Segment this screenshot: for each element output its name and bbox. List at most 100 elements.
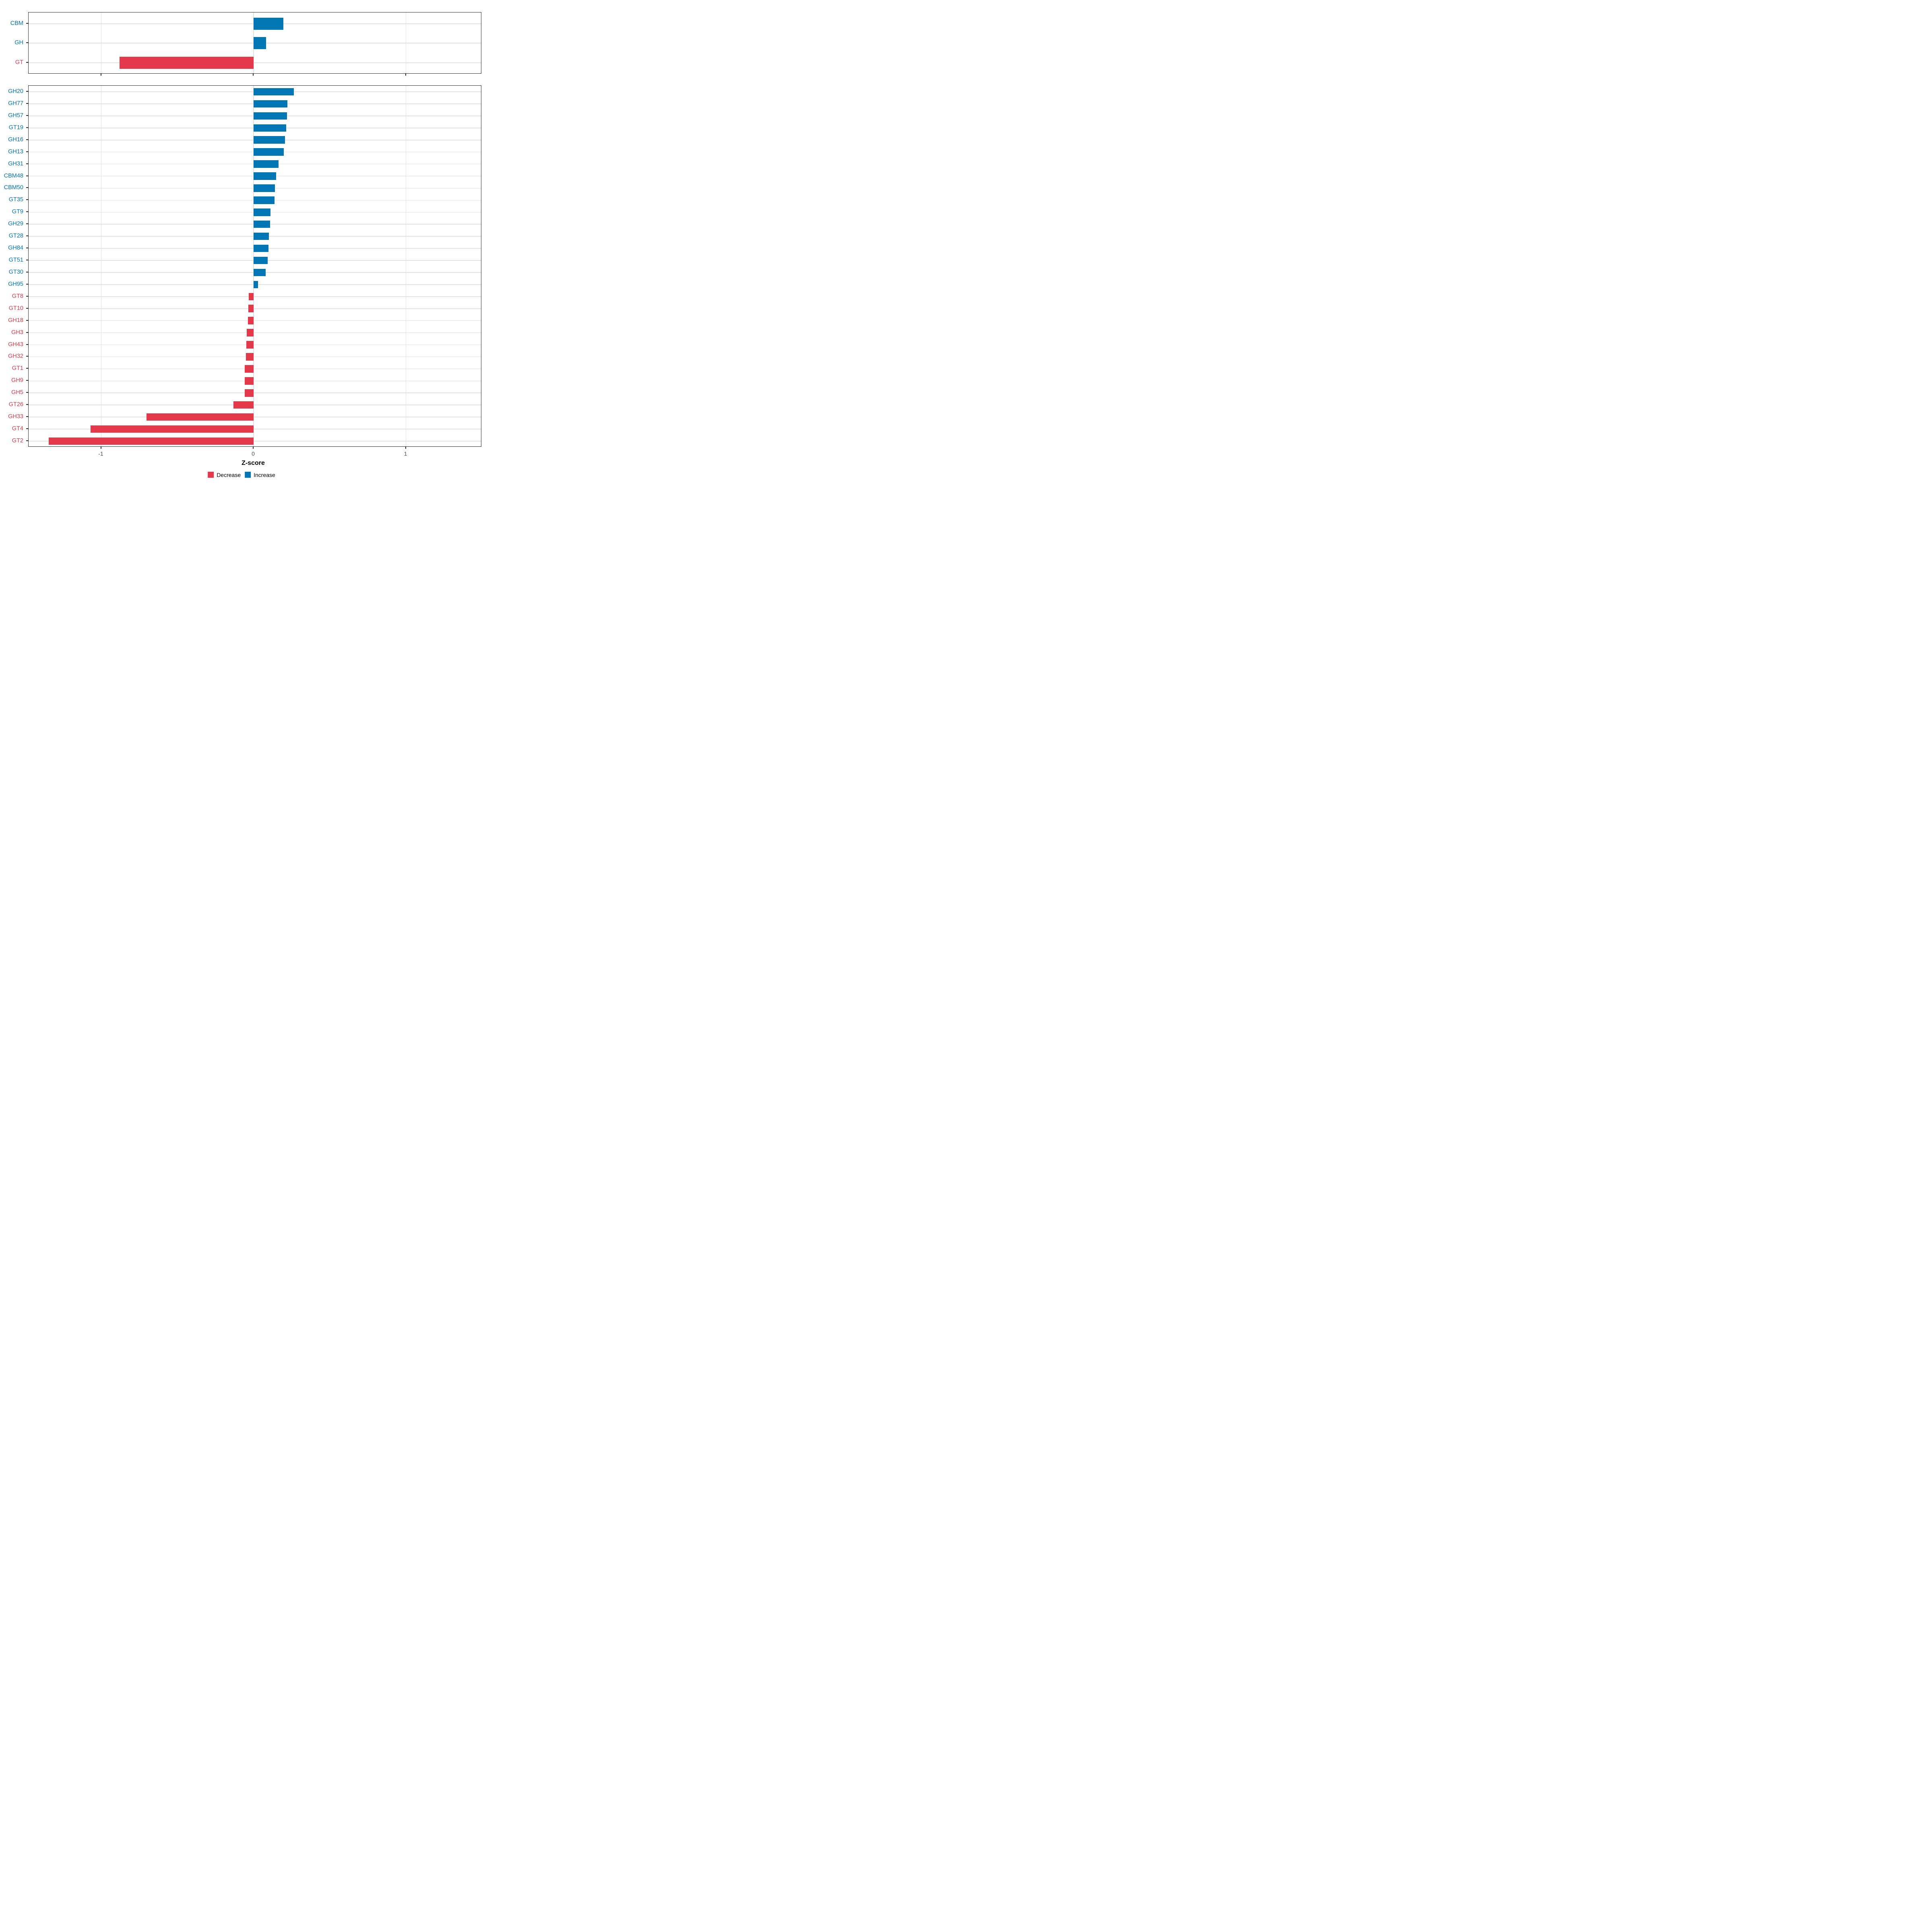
category-label-gt51: GT51 xyxy=(8,256,23,263)
bar-gt51 xyxy=(254,256,268,264)
y-tick-mark xyxy=(26,23,28,24)
legend: Decrease Increase xyxy=(208,472,275,478)
category-label-gh9: GH9 xyxy=(11,377,23,384)
category-label-gh95: GH95 xyxy=(8,281,23,287)
row-gridline xyxy=(29,308,481,309)
x-tick-mark xyxy=(253,447,254,449)
bar-cbm48 xyxy=(254,172,277,180)
bar-gh31 xyxy=(254,160,279,168)
y-tick-mark xyxy=(26,199,28,200)
y-tick-mark xyxy=(26,223,28,225)
category-label-gh33: GH33 xyxy=(8,413,23,420)
bar-gt28 xyxy=(254,232,269,240)
row-gridline xyxy=(29,441,481,442)
category-label-gt4: GT4 xyxy=(12,425,23,432)
y-tick-mark xyxy=(26,295,28,297)
bar-gt35 xyxy=(254,196,275,204)
category-label-gh18: GH18 xyxy=(8,317,23,324)
y-tick-mark xyxy=(26,103,28,104)
bar-gt4 xyxy=(91,425,254,433)
y-tick-mark xyxy=(26,91,28,92)
category-label-gh57: GH57 xyxy=(8,112,23,119)
x-tick-label: 0 xyxy=(252,450,255,457)
bar-gh43 xyxy=(246,341,254,349)
y-tick-mark xyxy=(26,440,28,441)
row-gridline xyxy=(29,380,481,382)
category-label-gh77: GH77 xyxy=(8,100,23,107)
legend-item-decrease: Decrease xyxy=(208,472,241,478)
bar-gt10 xyxy=(248,305,254,312)
y-tick-mark xyxy=(26,187,28,188)
category-label-gt9: GT9 xyxy=(12,208,23,215)
y-tick-mark xyxy=(26,62,28,63)
category-label-gt1: GT1 xyxy=(12,365,23,372)
category-label-cbm: CBM xyxy=(10,20,23,27)
y-tick-mark xyxy=(26,283,28,285)
y-tick-mark xyxy=(26,139,28,140)
bar-gh9 xyxy=(245,377,254,385)
legend-item-increase: Increase xyxy=(245,472,275,478)
category-label-gt8: GT8 xyxy=(12,293,23,299)
x-tick-mark xyxy=(253,74,254,76)
y-tick-mark xyxy=(26,344,28,345)
category-label-cbm50: CBM50 xyxy=(4,184,23,191)
category-label-gt30: GT30 xyxy=(8,268,23,275)
bar-gh xyxy=(254,37,266,50)
bar-gh3 xyxy=(246,329,254,336)
bar-gt19 xyxy=(254,124,286,132)
category-label-gt2: GT2 xyxy=(12,437,23,444)
y-tick-mark xyxy=(26,320,28,321)
y-tick-mark xyxy=(26,380,28,381)
category-label-gt26: GT26 xyxy=(8,401,23,408)
y-tick-mark xyxy=(26,175,28,176)
row-gridline xyxy=(29,62,481,63)
category-label-gh16: GH16 xyxy=(8,136,23,143)
y-tick-mark xyxy=(26,235,28,237)
category-label-gh31: GH31 xyxy=(8,160,23,167)
category-label-gh5: GH5 xyxy=(11,389,23,396)
bar-gt9 xyxy=(254,208,270,216)
category-label-gh84: GH84 xyxy=(8,244,23,251)
x-tick-label: -1 xyxy=(98,450,103,457)
bar-cbm50 xyxy=(254,184,275,192)
y-tick-mark xyxy=(26,332,28,333)
x-gridline xyxy=(101,86,102,446)
category-label-gt28: GT28 xyxy=(8,232,23,239)
category-label-gh29: GH29 xyxy=(8,220,23,227)
y-tick-mark xyxy=(26,428,28,429)
bar-gh20 xyxy=(254,88,294,96)
bar-cbm xyxy=(254,17,283,30)
decrease-swatch-icon xyxy=(208,472,214,478)
category-label-gh3: GH3 xyxy=(11,329,23,336)
x-axis-title: Z-score xyxy=(242,460,265,466)
y-tick-mark xyxy=(26,127,28,128)
bar-gt xyxy=(119,56,254,69)
panel-enzyme-class-summary xyxy=(28,12,481,74)
bar-gt30 xyxy=(254,268,266,277)
y-tick-mark xyxy=(26,151,28,152)
y-tick-mark xyxy=(26,163,28,164)
bar-gh32 xyxy=(246,353,254,361)
category-label-gh13: GH13 xyxy=(8,148,23,155)
bar-gh29 xyxy=(254,220,270,228)
y-tick-mark xyxy=(26,416,28,417)
bar-gh77 xyxy=(254,100,287,108)
legend-label-increase: Increase xyxy=(254,471,275,478)
increase-swatch-icon xyxy=(245,472,251,478)
bar-gh84 xyxy=(254,244,268,252)
y-tick-mark xyxy=(26,368,28,369)
y-tick-mark xyxy=(26,42,28,43)
row-gridline xyxy=(29,332,481,333)
category-label-cbm48: CBM48 xyxy=(4,172,23,179)
category-label-gh: GH xyxy=(14,39,23,46)
category-label-gh20: GH20 xyxy=(8,88,23,95)
row-gridline xyxy=(29,296,481,297)
x-tick-mark xyxy=(405,447,406,449)
y-tick-mark xyxy=(26,115,28,116)
bar-gh95 xyxy=(254,281,258,289)
bar-gt1 xyxy=(245,365,254,373)
category-label-gt10: GT10 xyxy=(8,305,23,312)
y-tick-mark xyxy=(26,308,28,309)
x-gridline xyxy=(405,86,407,446)
category-label-gh43: GH43 xyxy=(8,341,23,348)
